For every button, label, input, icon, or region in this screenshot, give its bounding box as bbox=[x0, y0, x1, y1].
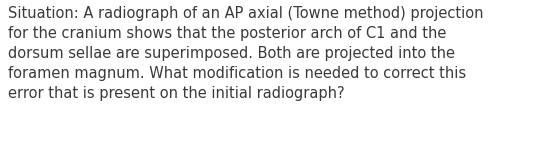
Text: Situation: A radiograph of an AP axial (Towne method) projection
for the cranium: Situation: A radiograph of an AP axial (… bbox=[8, 6, 483, 101]
